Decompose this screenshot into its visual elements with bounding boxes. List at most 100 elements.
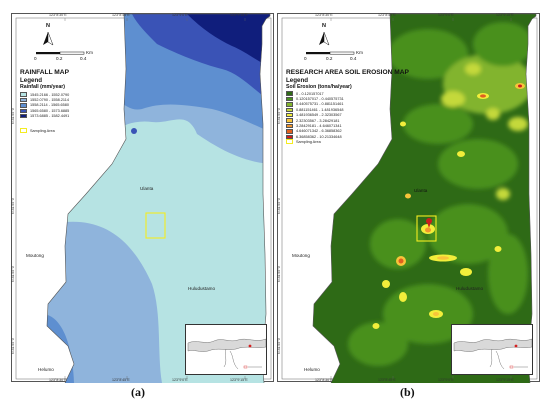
coord-top-3: 123°9'0"E bbox=[438, 13, 454, 17]
rainfall-zone-5-n bbox=[187, 14, 270, 69]
legend-label: 0.881151461 - 1.481936548 bbox=[296, 107, 344, 112]
coord-top-3: 123°9'0"E bbox=[172, 13, 188, 17]
legend-swatch bbox=[20, 113, 27, 119]
legend-label: 1573.6885 - 1582.4491 bbox=[30, 114, 70, 119]
legend-label: 0.120157017 - 0.440575731 bbox=[296, 96, 344, 101]
scale-unit: Km bbox=[86, 50, 93, 55]
coord-left-2: N.81'55°0 bbox=[11, 198, 15, 214]
legend-item: 0.120157017 - 0.440575731 bbox=[286, 96, 344, 102]
soil-erosion-map-canvas bbox=[281, 14, 538, 383]
sampling-label: Sampling Area bbox=[296, 139, 321, 144]
coord-left-1: N.81'55°0 bbox=[11, 108, 15, 124]
legend-item: 1558.2114 - 1565.6580 bbox=[20, 103, 69, 108]
legend-label: 3.28429181 - 4.646071341 bbox=[296, 123, 342, 128]
coord-left-4: N.81'55°0 bbox=[11, 338, 15, 354]
legend-item: 1552.0790 - 1558.2114 bbox=[20, 97, 69, 103]
scale-tick-0: 0 bbox=[34, 56, 37, 61]
legend-item: 2.32303567 - 3.28429181 bbox=[286, 118, 340, 123]
scale-unit: Km bbox=[356, 50, 363, 55]
legend-swatch bbox=[286, 118, 293, 123]
sampling-area-box bbox=[416, 215, 437, 242]
place-helumo: Helumo bbox=[38, 367, 54, 372]
legend-swatch bbox=[286, 102, 293, 107]
north-label: N bbox=[322, 23, 326, 29]
legend-label: 1552.0790 - 1558.2114 bbox=[30, 97, 69, 102]
legend-item: 0 - 0.120157017 bbox=[286, 91, 324, 96]
legend-sampling-row: Sampling Area bbox=[286, 139, 321, 144]
legend-item: 1565.6580 - 1573.6885 bbox=[20, 108, 69, 113]
legend-title: Legend bbox=[20, 77, 43, 84]
place-huludustamo: Huludustamo bbox=[456, 286, 484, 291]
scale-tick-1: 0.2 bbox=[326, 56, 333, 61]
map-title: RAINFALL MAP bbox=[20, 69, 69, 76]
map-title: RESEARCH AREA SOIL EROSION MAP bbox=[286, 69, 409, 76]
coord-bottom-3: 123°9'0"E bbox=[438, 378, 454, 382]
location-marker bbox=[514, 344, 518, 348]
soil-erosion-map-panel: 123°8'30"E 123°8'45"E 123°9'0"E 123°9'15… bbox=[277, 13, 540, 383]
scale-bar bbox=[36, 51, 85, 55]
caption-a: (a) bbox=[131, 385, 145, 399]
legend-label: 1545.2166 - 1552.0790 bbox=[30, 92, 70, 97]
coord-bottom-4: 123°9'15"E bbox=[496, 378, 514, 382]
coord-bottom-2: 123°8'45"E bbox=[112, 378, 130, 382]
place-ulanta: Ulanta bbox=[414, 188, 428, 193]
coord-left-1: N.81'55°0 bbox=[277, 108, 281, 124]
coord-left-3: N.81'55°0 bbox=[277, 266, 281, 282]
legend-subtitle: Soil Erosion (tons/ha/year) bbox=[286, 84, 352, 90]
grid-ticks bbox=[330, 18, 512, 379]
location-marker bbox=[248, 344, 252, 348]
coord-bottom-1: 123°8'30"E bbox=[49, 378, 67, 382]
legend-swatch bbox=[20, 92, 27, 97]
grid-ticks bbox=[64, 18, 246, 379]
caption-b: (b) bbox=[400, 385, 415, 399]
research-area-boundary bbox=[312, 14, 537, 383]
scale-tick-2: 0.4 bbox=[350, 56, 357, 61]
legend-label: 1558.2114 - 1565.6580 bbox=[30, 103, 69, 108]
legend-swatch bbox=[286, 112, 293, 118]
location-inset-map bbox=[185, 324, 267, 375]
rainfall-map-panel: 123°8'30"E 123°8'45"E 123°9'0"E 123°9'15… bbox=[11, 13, 274, 383]
legend-swatch bbox=[286, 91, 293, 96]
coord-left-4: N.81'55°0 bbox=[277, 338, 281, 354]
legend-swatch bbox=[20, 97, 27, 103]
legend-swatch bbox=[286, 129, 293, 134]
erosion-zones bbox=[313, 14, 536, 383]
place-huludustamo: Huludustamo bbox=[188, 286, 216, 291]
scale-tick-0: 0 bbox=[304, 56, 307, 61]
legend-title: Legend bbox=[286, 77, 309, 84]
place-moutong: Moutong bbox=[292, 253, 310, 258]
research-area-boundary bbox=[46, 14, 271, 383]
sampling-swatch bbox=[286, 139, 293, 144]
legend-item: 0.881151461 - 1.481936548 bbox=[286, 107, 343, 112]
coord-top-2: 123°8'45"E bbox=[112, 13, 130, 17]
coord-left-3: N.81'55°0 bbox=[11, 266, 15, 282]
legend-label: 6.36858362 - 10.21334648 bbox=[296, 134, 342, 139]
rainfall-zone-2-sw bbox=[47, 221, 162, 383]
north-arrow bbox=[43, 31, 54, 46]
legend-label: 1565.6580 - 1573.6885 bbox=[30, 108, 70, 113]
rainfall-map-canvas bbox=[15, 14, 272, 383]
legend-swatch bbox=[286, 107, 293, 112]
scale-bar bbox=[306, 51, 355, 55]
north-arrow bbox=[319, 31, 330, 46]
coord-bottom-4: 123°9'15"E bbox=[230, 378, 248, 382]
place-moutong: Moutong bbox=[26, 253, 44, 258]
erosion-hotspots bbox=[372, 83, 525, 329]
legend-swatch bbox=[20, 103, 27, 108]
sampling-label: Sampling Area bbox=[30, 128, 55, 133]
legend-label: 2.32303567 - 3.28429181 bbox=[296, 118, 340, 123]
legend-item: 4.646071342 - 6.36858362 bbox=[286, 129, 342, 134]
legend-swatch bbox=[20, 108, 27, 113]
legend-item: 1545.2166 - 1552.0790 bbox=[20, 92, 69, 97]
legend-label: 4.646071342 - 6.36858362 bbox=[296, 129, 342, 134]
place-helumo: Helumo bbox=[304, 367, 320, 372]
coord-bottom-1: 123°8'30"E bbox=[315, 378, 333, 382]
legend-item: 6.36858362 - 10.21334648 bbox=[286, 134, 342, 139]
legend-item: 1573.6885 - 1582.4491 bbox=[20, 113, 70, 119]
sampling-marker bbox=[426, 218, 432, 228]
legend-swatch bbox=[286, 123, 293, 129]
legend-subtitle: Rainfall (mm/year) bbox=[20, 84, 65, 90]
legend-swatch bbox=[286, 96, 293, 102]
coord-top-4: 123°9'15"E bbox=[230, 13, 248, 17]
location-inset-map bbox=[451, 324, 533, 375]
